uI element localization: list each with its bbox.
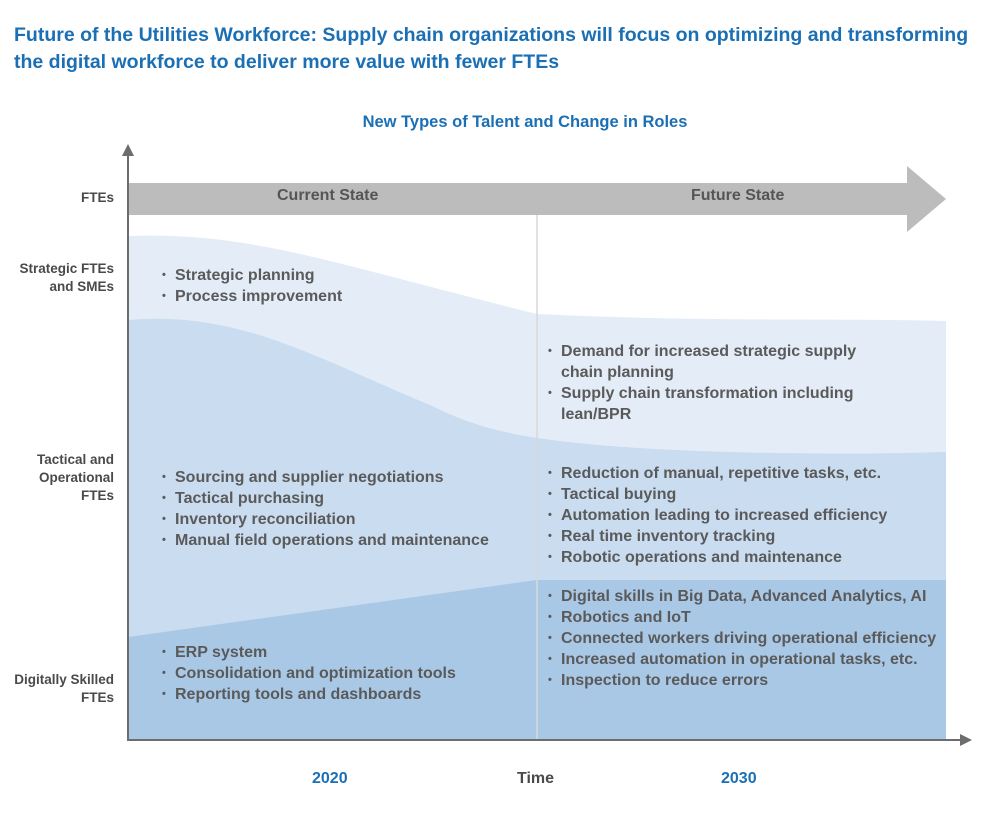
bullet-item: Reporting tools and dashboards: [162, 684, 532, 705]
x-label-2030: 2030: [721, 770, 757, 787]
y-label-digital: Digitally Skilled FTEs: [14, 672, 114, 705]
future-digital-list: Digital skills in Big Data, Advanced Ana…: [548, 586, 948, 691]
bullet-item: Robotic operations and maintenance: [548, 547, 948, 568]
x-label-time: Time: [517, 770, 555, 787]
bullet-item: Inventory reconciliation: [162, 509, 532, 530]
bullet-item: Robotics and IoT: [548, 607, 948, 628]
bullet-item: Sourcing and supplier negotiations: [162, 467, 532, 488]
current-state-label: Current State: [277, 187, 379, 204]
future-state-label: Future State: [691, 187, 785, 204]
bullet-item: Digital skills in Big Data, Advanced Ana…: [548, 586, 948, 607]
bullet-item: Strategic planning: [162, 265, 532, 286]
bullet-item: Tactical purchasing: [162, 488, 532, 509]
page-title: Future of the Utilities Workforce: Suppl…: [14, 24, 969, 73]
future-tactical-list: Reduction of manual, repetitive tasks, e…: [548, 463, 948, 568]
bullet-item: Supply chain transformation including le…: [548, 383, 893, 425]
current-strategic-list: Strategic planningProcess improvement: [162, 265, 532, 307]
bullet-item: Increased automation in operational task…: [548, 649, 948, 670]
bullet-item: Connected workers driving operational ef…: [548, 628, 948, 649]
x-label-2020: 2020: [312, 770, 348, 787]
bullet-item: Consolidation and optimization tools: [162, 663, 532, 684]
bullet-item: Manual field operations and maintenance: [162, 530, 532, 551]
bullet-item: Demand for increased strategic supply ch…: [548, 341, 893, 383]
bullet-item: Inspection to reduce errors: [548, 670, 948, 691]
current-digital-list: ERP systemConsolidation and optimization…: [162, 642, 532, 705]
bullet-item: Process improvement: [162, 286, 532, 307]
y-axis-arrowhead: [122, 144, 134, 156]
bullet-item: Real time inventory tracking: [548, 526, 948, 547]
bullet-item: ERP system: [162, 642, 532, 663]
diagram-title: New Types of Talent and Change in Roles: [362, 113, 688, 131]
bullet-item: Tactical buying: [548, 484, 948, 505]
state-arrow: [128, 166, 946, 232]
y-label-tactical: Tactical and Operational FTEs: [36, 452, 114, 503]
bullet-item: Automation leading to increased efficien…: [548, 505, 948, 526]
current-tactical-list: Sourcing and supplier negotiationsTactic…: [162, 467, 532, 551]
y-label-ftes: FTEs: [80, 190, 114, 205]
x-axis-arrowhead: [960, 734, 972, 746]
y-label-strategic: Strategic FTEs and SMEs: [19, 261, 114, 294]
bullet-item: Reduction of manual, repetitive tasks, e…: [548, 463, 948, 484]
future-strategic-list: Demand for increased strategic supply ch…: [548, 341, 893, 425]
